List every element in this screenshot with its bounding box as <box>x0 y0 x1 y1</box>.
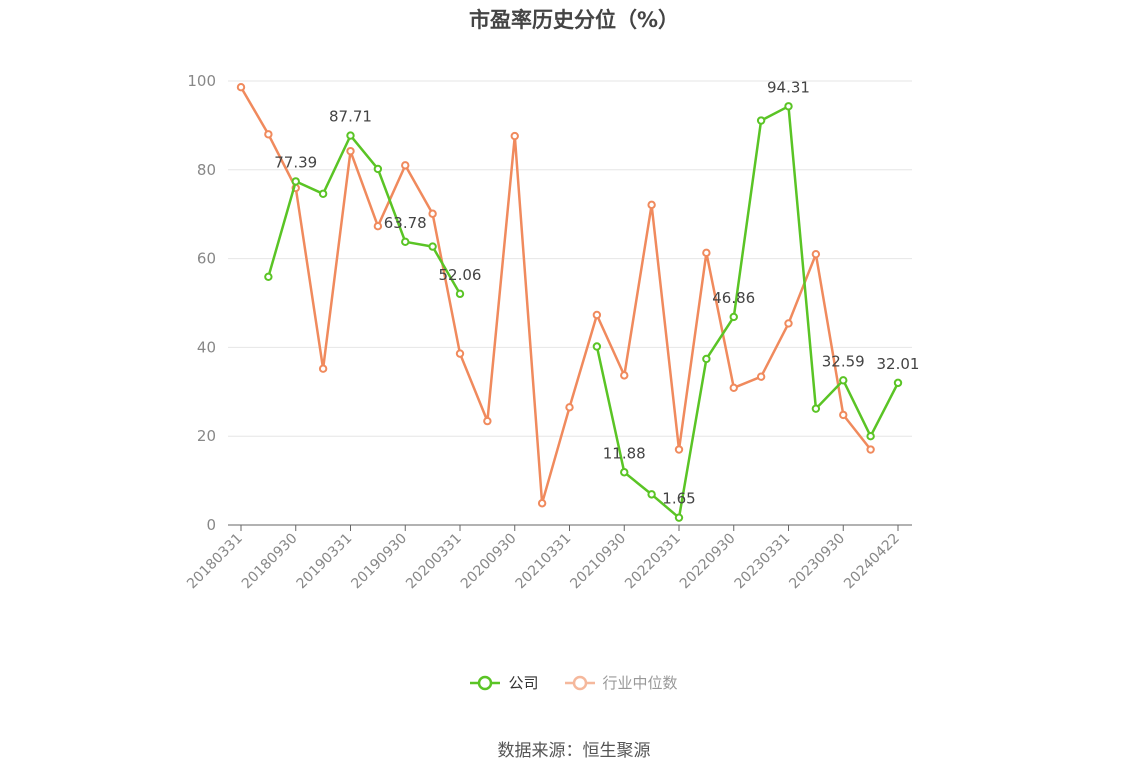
data-label-company-20190331: 87.71 <box>329 108 372 126</box>
legend-item-company[interactable]: 公司 <box>470 672 539 693</box>
point-industry-20201231 <box>537 499 547 508</box>
x-tick-label-20190930: 20190930 <box>348 531 410 593</box>
point-industry-20230630 <box>811 249 821 259</box>
x-tick-label-20210930: 20210930 <box>567 531 629 593</box>
point-industry-20221231 <box>756 372 766 381</box>
series-line-company-1 <box>595 105 900 519</box>
point-industry-20220630 <box>702 248 711 258</box>
x-tick-label-20200930: 20200930 <box>458 531 520 593</box>
point-company-20210630 <box>592 342 602 351</box>
y-tick-label-20: 20 <box>197 427 216 445</box>
point-industry-20210930 <box>620 371 629 380</box>
x-tick-label-20180331: 20180331 <box>184 531 246 593</box>
point-industry-20210630 <box>592 310 602 320</box>
point-industry-20220930 <box>729 383 738 393</box>
x-tick-label-20240422: 20240422 <box>841 531 903 593</box>
legend: 公司 行业中位数 <box>0 672 1148 693</box>
point-industry-20210331 <box>565 403 574 412</box>
y-tick-label-100: 100 <box>187 72 216 90</box>
data-label-company-20220930: 46.86 <box>712 289 755 307</box>
y-tick-label-80: 80 <box>197 161 216 179</box>
data-label-company-20190930: 63.78 <box>384 214 427 232</box>
point-company-20211231 <box>647 490 656 499</box>
point-industry-20231231 <box>866 445 875 454</box>
x-tick-label-20220331: 20220331 <box>622 531 684 593</box>
legend-item-industry[interactable]: 行业中位数 <box>564 672 678 693</box>
x-tick-label-20200331: 20200331 <box>403 531 465 593</box>
y-tick-label-0: 0 <box>206 516 216 534</box>
point-company-20230331 <box>784 102 793 111</box>
point-company-20200331 <box>455 289 465 299</box>
point-industry-20180630 <box>264 130 273 139</box>
chart-plot: 0 20 40 60 80 100 2018033120180930201903312019… <box>184 72 920 593</box>
point-company-20181231 <box>318 189 328 198</box>
y-tick-label-60: 60 <box>197 250 216 268</box>
chart-title: 市盈率历史分位（%） <box>468 8 680 32</box>
data-label-company-20180930: 77.39 <box>274 153 317 171</box>
point-company-20221231 <box>756 116 766 125</box>
point-company-20231231 <box>866 432 875 441</box>
data-label-company-20230331: 94.31 <box>767 78 810 96</box>
legend-label-company: 公司 <box>508 674 539 692</box>
point-industry-20220331 <box>674 445 684 454</box>
y-tick-label-40: 40 <box>197 338 216 356</box>
point-company-20210930 <box>620 468 629 477</box>
x-tick-label-20180930: 20180930 <box>239 531 301 593</box>
point-company-20220331 <box>674 513 684 522</box>
x-tick-label-20210331: 20210331 <box>513 531 575 593</box>
point-company-20220930 <box>729 312 738 322</box>
data-label-company-20240422: 32.01 <box>877 355 920 373</box>
point-company-20240422 <box>893 378 903 388</box>
x-tick-label-20230331: 20230331 <box>732 531 794 593</box>
data-label-company-20210930: 11.88 <box>603 444 646 462</box>
series-line-company-0 <box>267 134 462 295</box>
point-company-20180630 <box>264 272 273 282</box>
point-company-20230630 <box>811 404 821 413</box>
point-industry-20230930 <box>839 410 848 420</box>
point-industry-20200331 <box>455 349 465 358</box>
point-industry-20190930 <box>401 161 410 170</box>
data-label-company-20230930: 32.59 <box>822 352 865 370</box>
x-tick-label-20230930: 20230930 <box>786 531 848 593</box>
point-industry-20191231 <box>428 209 437 218</box>
point-industry-20181231 <box>318 364 328 373</box>
data-label-company-20200331: 52.06 <box>439 266 482 284</box>
point-company-20180930 <box>291 177 300 186</box>
series-line-industry-0 <box>239 86 872 505</box>
point-industry-20200630 <box>483 416 492 426</box>
point-industry-20180331 <box>236 83 246 92</box>
point-industry-20190331 <box>346 146 355 156</box>
point-company-20190930 <box>401 237 410 247</box>
x-tick-label-20220930: 20220930 <box>677 531 739 593</box>
legend-label-industry: 行业中位数 <box>602 674 678 692</box>
point-industry-20190630 <box>373 221 383 231</box>
point-company-20190331 <box>346 131 355 140</box>
point-industry-20211231 <box>647 200 656 210</box>
point-company-20230930 <box>839 376 848 385</box>
data-label-company-20220331: 1.65 <box>662 490 695 508</box>
point-industry-20230331 <box>784 319 793 328</box>
point-industry-20200930 <box>510 131 519 141</box>
legend-marker-industry-icon <box>564 675 595 690</box>
point-company-20190630 <box>373 164 383 174</box>
legend-marker-company-icon <box>470 675 501 690</box>
point-company-20191231 <box>428 242 437 251</box>
point-company-20220630 <box>702 354 711 364</box>
x-tick-label-20190331: 20190331 <box>294 531 356 593</box>
source-note: 数据来源：恒生聚源 <box>497 741 651 761</box>
